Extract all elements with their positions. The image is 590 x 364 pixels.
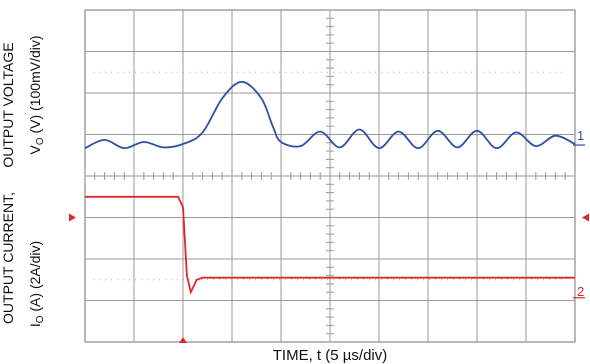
markers: 12 bbox=[69, 128, 589, 343]
channel-2-marker: 2 bbox=[577, 284, 584, 299]
channel-1-marker: 1 bbox=[577, 128, 584, 143]
io-sub: O bbox=[35, 315, 46, 323]
vo-main: V bbox=[27, 145, 43, 155]
y-axis-label-io: IO (A) (2A/div) bbox=[27, 241, 46, 327]
grid bbox=[84, 9, 576, 343]
y-axis-label-vo: VO (V) (100mV/div) bbox=[27, 35, 46, 154]
vo-rest: (V) (100mV/div) bbox=[27, 35, 43, 137]
current-trace bbox=[85, 195, 575, 295]
vo-sub: O bbox=[35, 137, 46, 145]
x-axis-label: TIME, t (5 µs/div) bbox=[273, 347, 388, 364]
y-axis-label-output-voltage: OUTPUT VOLTAGE bbox=[0, 42, 16, 167]
y-axis-label-output-current: OUTPUT CURRENT, bbox=[0, 192, 16, 324]
trigger-level-right-arrow bbox=[582, 213, 589, 222]
trigger-level-left-arrow bbox=[69, 213, 76, 222]
trigger-position-arrow bbox=[179, 337, 187, 343]
voltage-trace bbox=[84, 80, 576, 150]
io-main: I bbox=[27, 323, 43, 327]
traces bbox=[84, 80, 576, 295]
io-rest: (A) (2A/div) bbox=[27, 241, 43, 316]
